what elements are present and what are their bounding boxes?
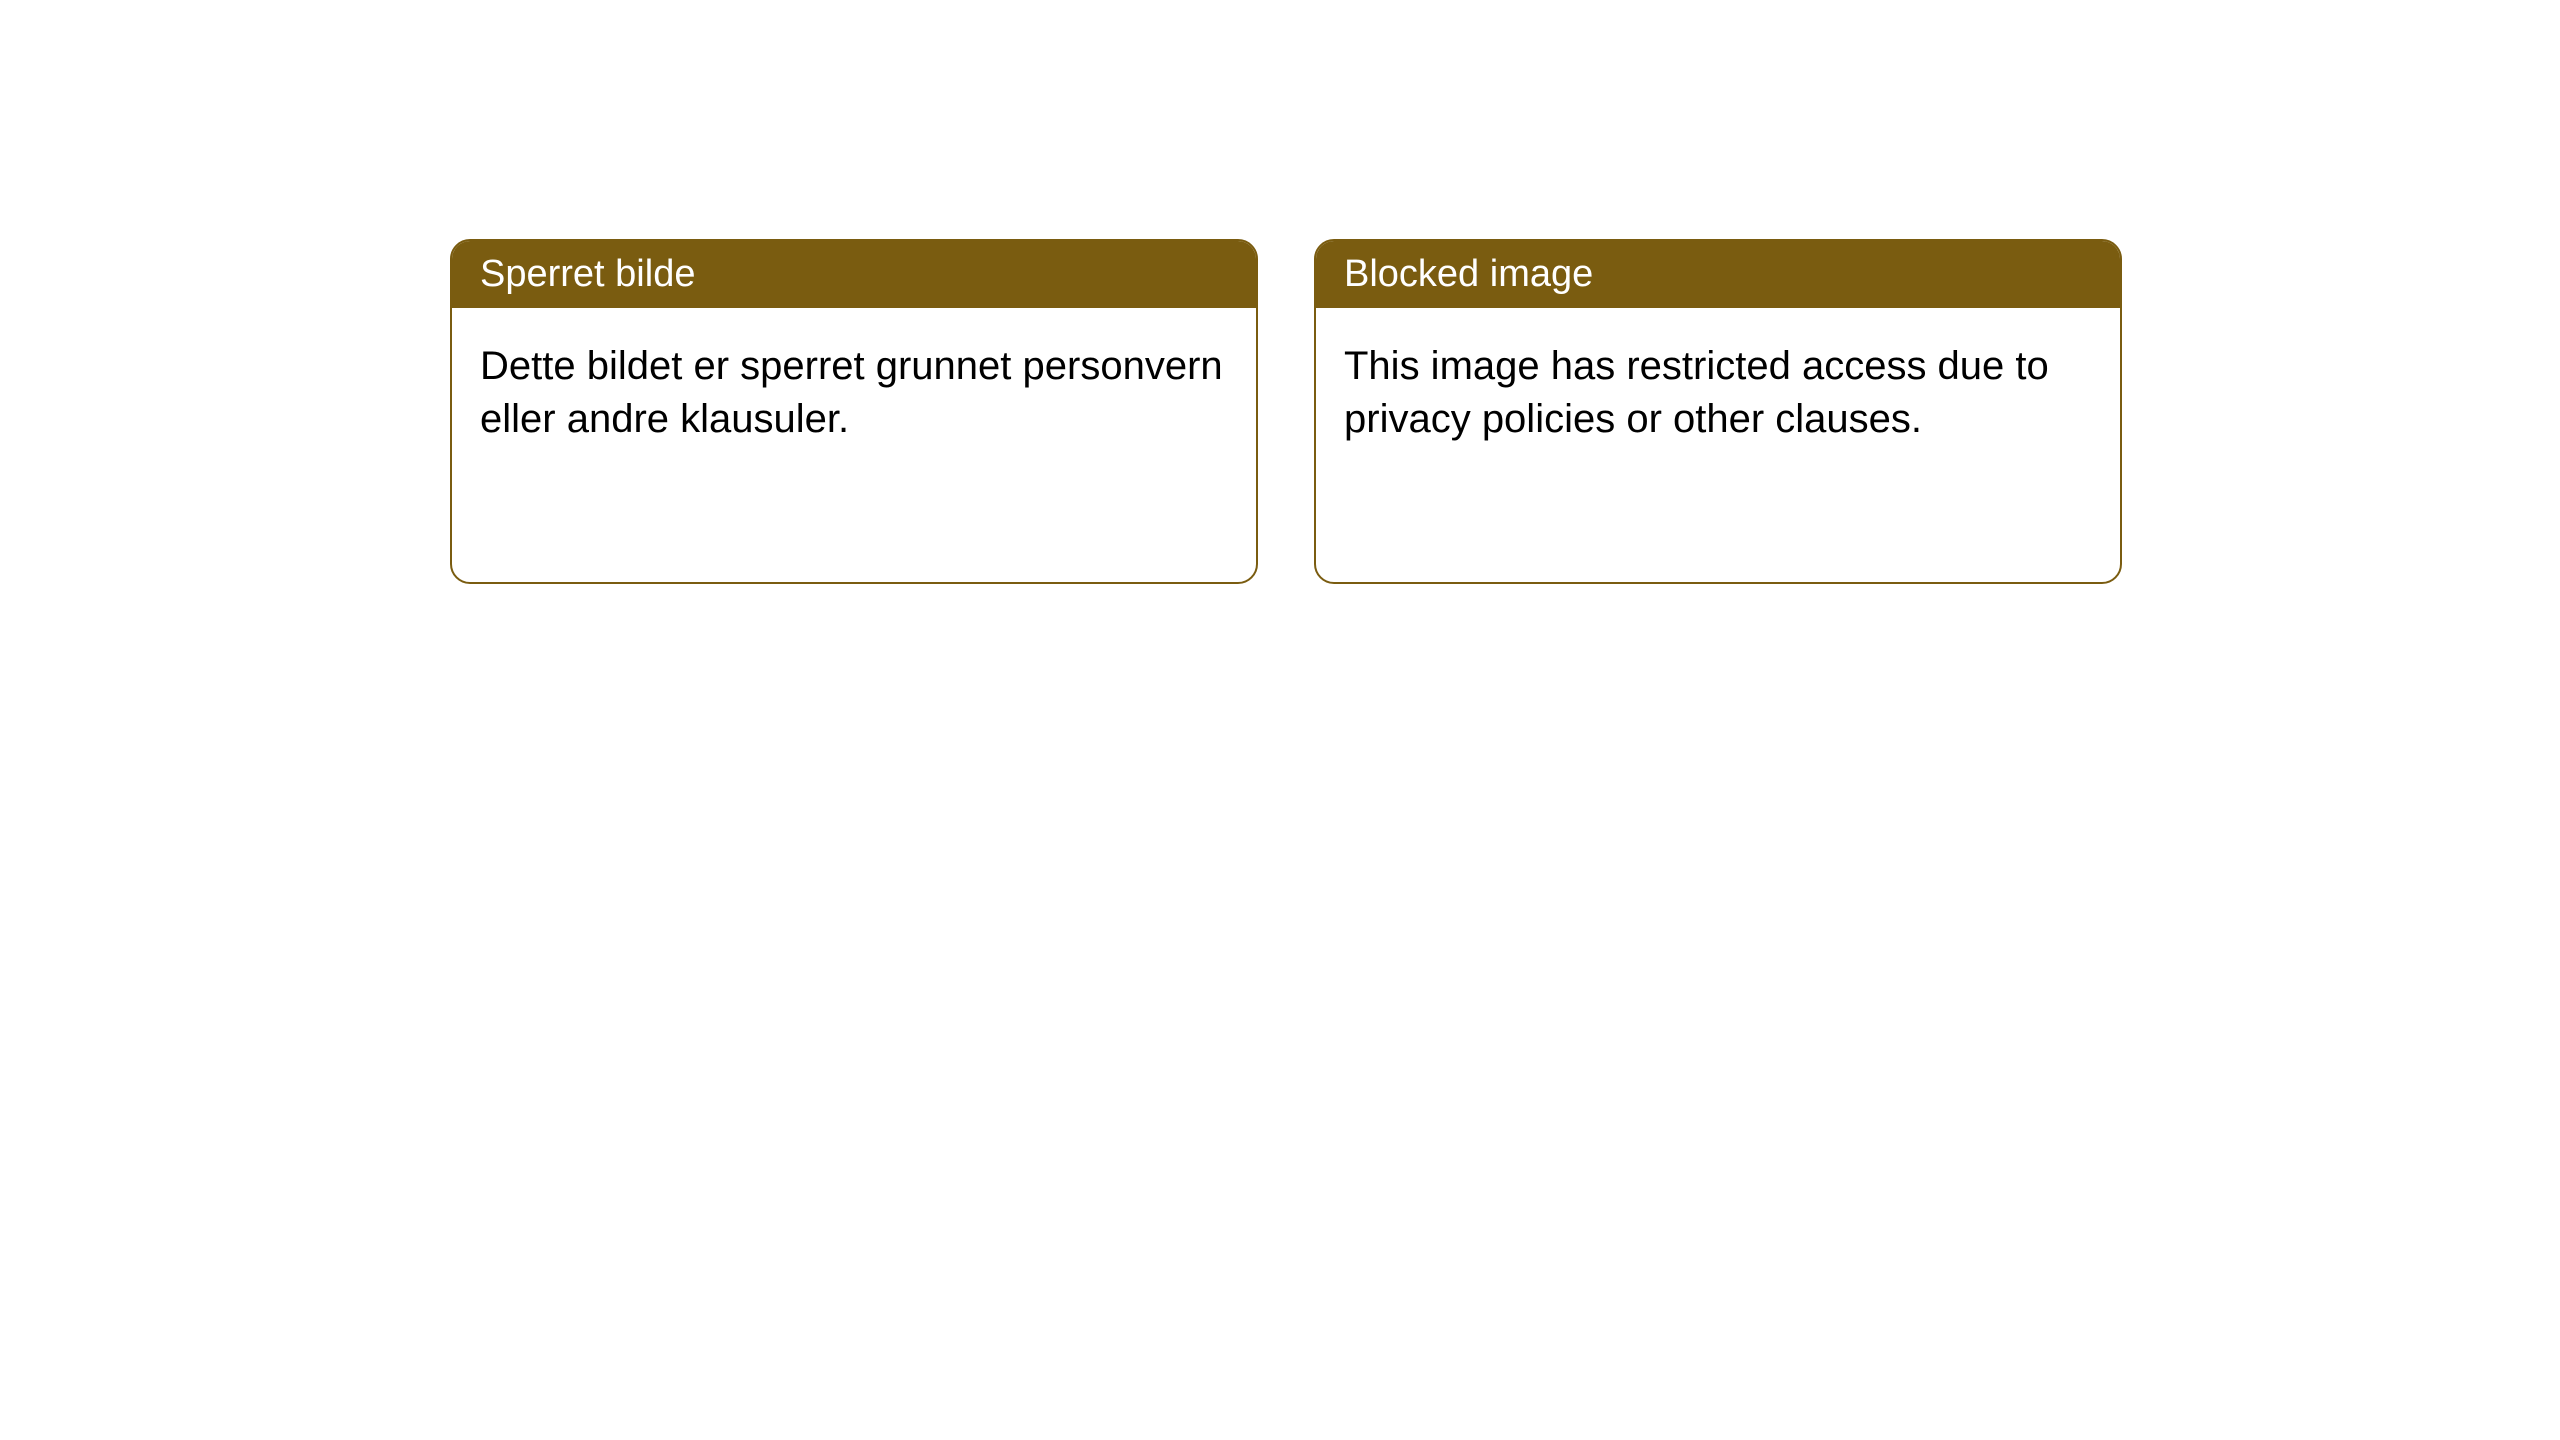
- notice-card-english: Blocked image This image has restricted …: [1314, 239, 2122, 584]
- notice-card-body: This image has restricted access due to …: [1316, 308, 2120, 582]
- notice-card-body: Dette bildet er sperret grunnet personve…: [452, 308, 1256, 582]
- notice-card-norwegian: Sperret bilde Dette bildet er sperret gr…: [450, 239, 1258, 584]
- notice-container: Sperret bilde Dette bildet er sperret gr…: [450, 239, 2122, 584]
- notice-card-title: Blocked image: [1316, 241, 2120, 308]
- notice-card-title: Sperret bilde: [452, 241, 1256, 308]
